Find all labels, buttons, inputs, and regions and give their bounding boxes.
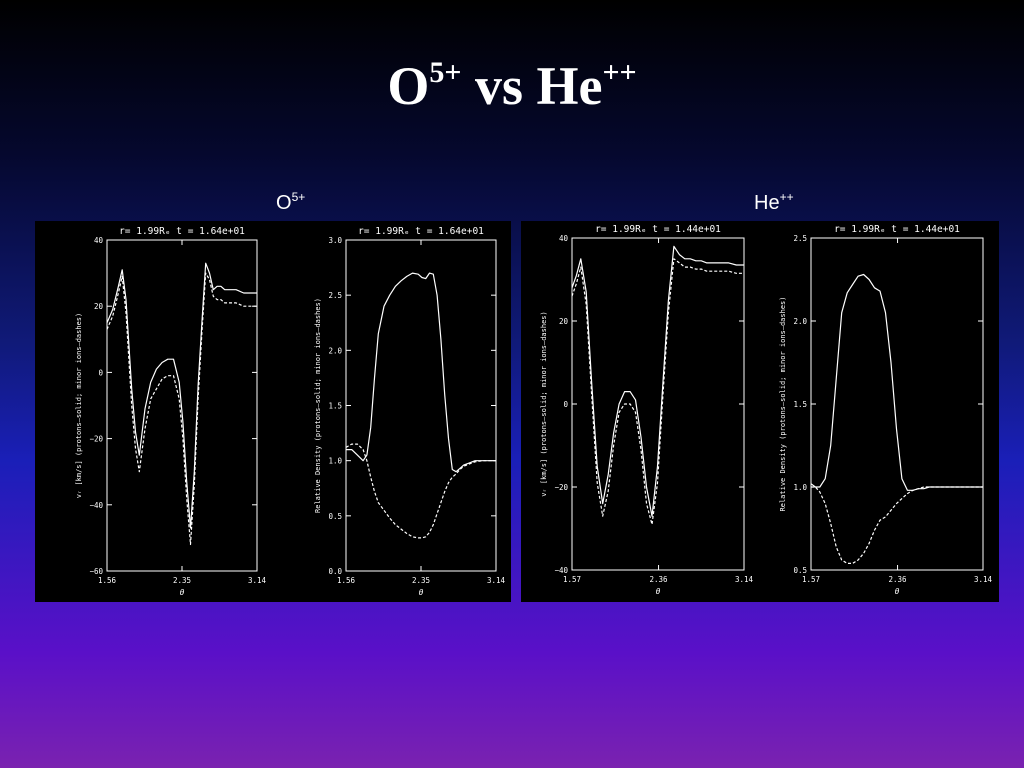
left-label-base: O <box>276 192 292 214</box>
y-tick-label: 1.5 <box>328 402 342 411</box>
y-tick-label: 1.0 <box>328 457 342 466</box>
y-tick-label: 2.5 <box>793 234 807 243</box>
he-figure-panel: r= 1.99Rₑ t = 1.44e+01 −40 −20 0 20 40 1.57 2.3… <box>521 221 999 602</box>
y-tick-label: 20 <box>559 317 569 326</box>
x-tick-label: 3.14 <box>974 575 993 584</box>
x-tick-label: 3.14 <box>487 576 506 585</box>
title-part-1: O <box>387 56 430 116</box>
plot-frame <box>345 239 497 572</box>
minor-ions-line <box>571 258 744 525</box>
y-tick-label: −40 <box>89 501 103 510</box>
o5-plots-svg: r= 1.99Rₑ t = 1.64e+01 −60 −40 −20 0 20 40 1.56… <box>75 226 506 597</box>
protons-line <box>106 262 257 529</box>
he-plots-svg: r= 1.99Rₑ t = 1.44e+01 −40 −20 0 20 40 1.57 2.3… <box>540 224 993 596</box>
protons-line <box>346 272 496 473</box>
y-tick-label: 2.0 <box>793 317 807 326</box>
protons-line <box>810 273 983 491</box>
x-tick-label: 3.14 <box>735 575 754 584</box>
y-tick-label: 1.0 <box>793 483 807 492</box>
title-sup-2: ++ <box>602 56 637 89</box>
minor-ions-line <box>345 443 496 539</box>
minor-ions-line <box>811 486 983 564</box>
title-sup-1: 5+ <box>429 56 462 89</box>
y-tick-label: 2.0 <box>328 346 342 355</box>
y-tick-label: 0 <box>563 400 568 409</box>
title-part-2: vs He <box>461 56 603 116</box>
y-axis-label: Relative Density (protons–solid; minor i… <box>779 297 787 512</box>
y-tick-label: −20 <box>554 483 568 492</box>
x-tick-label: 2.35 <box>412 576 430 585</box>
minor-ions-line <box>106 272 257 546</box>
y-tick-label: 0.5 <box>793 566 807 575</box>
y-tick-label: 0 <box>98 368 103 377</box>
y-tick-label: 3.0 <box>328 236 342 245</box>
y-tick-label: −60 <box>89 567 103 576</box>
y-tick-label: 20 <box>94 302 104 311</box>
x-tick-label: 2.35 <box>173 576 191 585</box>
x-axis-label: θ <box>180 588 185 597</box>
slide-title: O5+ vs He++ <box>0 56 1024 116</box>
y-tick-label: 2.5 <box>328 291 342 300</box>
x-tick-label: 1.56 <box>337 576 356 585</box>
x-axis-label: θ <box>656 587 661 596</box>
protons-line <box>571 245 744 517</box>
left-label-sup: 5+ <box>291 190 306 204</box>
x-tick-label: 1.57 <box>563 575 581 584</box>
o5-figure-panel: r= 1.99Rₑ t = 1.64e+01 −60 −40 −20 0 20 40 1.56… <box>35 221 511 602</box>
plot-title: r= 1.99Rₑ t = 1.64e+01 <box>119 226 245 237</box>
y-tick-label: 0.5 <box>328 512 342 521</box>
y-tick-label: 1.5 <box>793 400 807 409</box>
y-axis-label: Relative Density (protons–solid; minor i… <box>314 298 322 513</box>
he-density-plot: r= 1.99Rₑ t = 1.44e+01 0.5 1.0 1.5 2.0 2.5 1.5… <box>779 224 993 596</box>
y-tick-label: −40 <box>554 566 568 575</box>
plot-frame <box>571 237 745 571</box>
plot-title: r= 1.99Rₑ t = 1.44e+01 <box>595 224 721 235</box>
x-axis-label: θ <box>895 587 900 596</box>
y-tick-label: 40 <box>559 234 569 243</box>
plot-frame <box>810 237 984 571</box>
x-tick-label: 2.36 <box>889 575 908 584</box>
y-tick-label: 0.0 <box>328 567 342 576</box>
y-tick-label: 40 <box>94 236 104 245</box>
right-label-sup: ++ <box>779 190 794 204</box>
y-axis-label: vᵣ [km/s] (protons–solid; minor ions–das… <box>540 311 548 496</box>
plot-title: r= 1.99Rₑ t = 1.64e+01 <box>358 226 484 237</box>
x-tick-label: 3.14 <box>248 576 267 585</box>
y-tick-label: −20 <box>89 435 103 444</box>
plot-title: r= 1.99Rₑ t = 1.44e+01 <box>834 224 960 235</box>
x-tick-label: 1.56 <box>98 576 117 585</box>
x-axis-label: θ <box>419 588 424 597</box>
o5-density-plot: r= 1.99Rₑ t = 1.64e+01 0.0 0.5 1.0 1.5 2.0 2.5… <box>314 226 506 597</box>
o5-velocity-plot: r= 1.99Rₑ t = 1.64e+01 −60 −40 −20 0 20 40 1.56… <box>75 226 267 597</box>
right-label-base: He <box>754 192 780 214</box>
he-velocity-plot: r= 1.99Rₑ t = 1.44e+01 −40 −20 0 20 40 1.57 2.3… <box>540 224 754 596</box>
right-panel-label: He++ <box>754 190 794 215</box>
x-tick-label: 1.57 <box>802 575 820 584</box>
left-panel-label: O5+ <box>276 190 305 215</box>
x-tick-label: 2.36 <box>650 575 669 584</box>
y-axis-label: vᵣ [km/s] (protons–solid; minor ions–das… <box>75 313 83 498</box>
